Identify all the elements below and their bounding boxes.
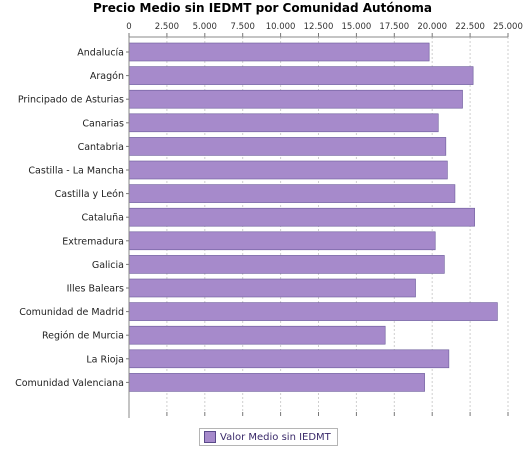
category-label: Illes Balears	[67, 284, 124, 295]
legend: Valor Medio sin IEDMT	[199, 428, 338, 446]
category-labels: Andalucía Aragón Principado de Asturias Can…	[15, 48, 124, 389]
bar	[128, 302, 498, 321]
bar	[128, 255, 445, 274]
x-tick-label: 25.000	[493, 22, 523, 32]
axes	[126, 36, 508, 418]
category-label: Cantabria	[78, 142, 124, 153]
bar	[128, 207, 475, 227]
category-label: Aragón	[90, 71, 124, 82]
category-label: Castilla y León	[55, 189, 124, 200]
bar	[128, 89, 463, 109]
bar	[128, 278, 416, 298]
category-label: Castilla - La Mancha	[28, 166, 124, 177]
category-label: Principado de Asturias	[18, 95, 124, 106]
bar	[128, 66, 474, 85]
category-label: Galicia	[92, 260, 124, 271]
category-label: Canarias	[82, 118, 124, 129]
bar	[128, 231, 436, 251]
bar	[128, 349, 450, 369]
chart-title: Precio Medio sin IEDMT por Comunidad Aut…	[93, 1, 432, 15]
x-axis-ticks: 0 2.500 5.000 7.500 10.000 12.500 15.000 17.500…	[126, 22, 523, 416]
x-tick-label: 5.000	[193, 22, 217, 32]
bar	[128, 113, 439, 133]
x-tick-label: 20.000	[417, 22, 447, 32]
category-label: Región de Murcia	[42, 331, 124, 342]
bars	[128, 42, 498, 392]
x-tick-label: 7.500	[231, 22, 255, 32]
bar	[128, 160, 448, 180]
legend-swatch	[204, 431, 216, 443]
x-tick-label: 2.500	[155, 22, 179, 32]
x-tick-label: 0	[126, 22, 131, 32]
x-tick-label: 17.500	[379, 22, 409, 32]
bar	[128, 42, 430, 62]
category-label: Extremadura	[62, 236, 124, 247]
category-label: La Rioja	[86, 354, 124, 365]
bar	[128, 325, 386, 345]
category-label: Comunidad Valenciana	[15, 378, 124, 389]
bar	[128, 373, 425, 392]
x-tick-label: 22.500	[455, 22, 485, 32]
x-tick-label: 12.500	[304, 22, 334, 32]
x-tick-label: 15.000	[342, 22, 372, 32]
bar	[128, 137, 447, 156]
bar	[128, 184, 456, 203]
x-tick-label: 10.000	[266, 22, 296, 32]
category-label: Comunidad de Madrid	[19, 307, 124, 318]
category-label: Cataluña	[81, 213, 124, 224]
legend-label: Valor Medio sin IEDMT	[220, 431, 331, 443]
category-label: Andalucía	[77, 48, 124, 59]
